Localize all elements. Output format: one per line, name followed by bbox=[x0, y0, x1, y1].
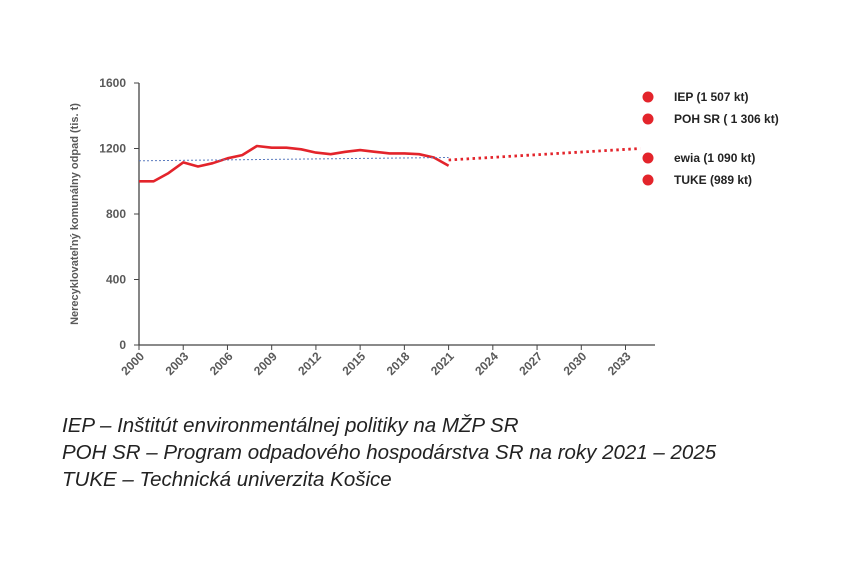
chart-series bbox=[138, 144, 641, 183]
abbreviation-notes: IEP – Inštitút environmentálnej politiky… bbox=[62, 412, 716, 493]
series-line-dotted bbox=[448, 147, 641, 162]
x-tick-label: 2024 bbox=[472, 349, 501, 378]
x-tick-label: 2006 bbox=[207, 349, 236, 378]
x-tick-label: 2012 bbox=[295, 349, 324, 378]
x-tick-label: 2030 bbox=[561, 349, 590, 378]
series-line-thin-dotted bbox=[138, 157, 449, 162]
note-iep: IEP – Inštitút environmentálnej politiky… bbox=[62, 414, 519, 437]
note-tuke: TUKE – Technická univerzita Košice bbox=[62, 468, 392, 491]
x-tick-label: 2027 bbox=[516, 349, 545, 378]
y-tick-label: 0 bbox=[119, 338, 126, 352]
legend-label: POH SR ( 1 306 kt) bbox=[674, 112, 779, 126]
chart-svg: 0 400 800 1200 1600 2000 2003 2006 2009 2012 2015 2… bbox=[69, 76, 779, 378]
note-poh-sr: POH SR – Program odpadového hospodárstva… bbox=[62, 441, 717, 464]
legend-marker bbox=[642, 91, 654, 103]
legend-marker bbox=[642, 174, 654, 186]
x-tick-label: 2009 bbox=[251, 349, 280, 378]
legend-label: IEP (1 507 kt) bbox=[674, 90, 748, 104]
x-tick-label: 2003 bbox=[163, 349, 192, 378]
x-tick-label: 2015 bbox=[339, 349, 368, 378]
legend-marker bbox=[642, 113, 654, 125]
legend-marker bbox=[642, 152, 654, 164]
legend-label: TUKE (989 kt) bbox=[674, 173, 752, 187]
x-tick-label: 2021 bbox=[428, 349, 457, 378]
y-tick-label: 800 bbox=[106, 207, 126, 221]
x-tick-label: 2033 bbox=[605, 349, 634, 378]
y-tick-label: 1200 bbox=[99, 142, 126, 156]
y-tick-label: 1600 bbox=[99, 76, 126, 90]
x-tick-label: 2018 bbox=[384, 349, 413, 378]
chart-legend: IEP (1 507 kt) POH SR ( 1 306 kt) ewia (1 … bbox=[642, 90, 779, 187]
series-line-solid bbox=[139, 144, 450, 183]
x-tick-label: 2000 bbox=[118, 349, 147, 378]
y-axis-title: Nerecyklovateľný komunálny odpad (tis. t… bbox=[69, 103, 81, 325]
legend-label: ewia (1 090 kt) bbox=[674, 151, 755, 165]
chart-axes: 0 400 800 1200 1600 2000 2003 2006 2009 2012 2015 2… bbox=[69, 76, 655, 378]
y-tick-label: 400 bbox=[106, 273, 126, 287]
